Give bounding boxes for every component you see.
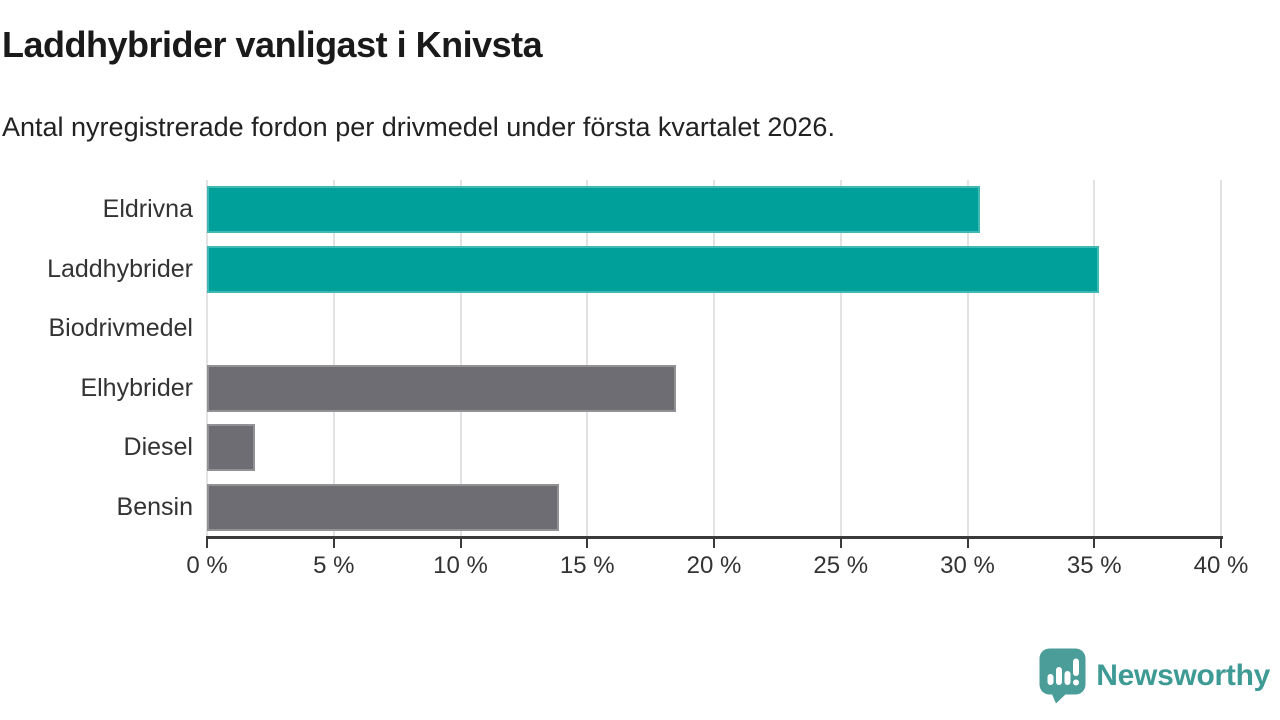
category-label: Bensin	[116, 492, 193, 521]
x-axis-line	[206, 536, 1223, 539]
gridline	[459, 180, 462, 537]
gridline	[206, 180, 208, 537]
category-label: Diesel	[123, 433, 193, 462]
gridline	[1220, 180, 1222, 537]
bar-chart-plot-area: Eldrivna Laddhybrider Biodrivmedel Elhybrid…	[47, 180, 1248, 579]
gridline	[966, 180, 969, 537]
x-axis-tick-label: 35 %	[1066, 552, 1122, 579]
bar-row: Laddhybrider	[47, 240, 1221, 300]
x-axis-tick	[206, 539, 208, 548]
chart-title: Laddhybrider vanligast i Knivsta	[2, 24, 543, 65]
bar-row: Eldrivna	[103, 180, 1221, 240]
bar-row: Bensin	[117, 478, 1221, 538]
category-label: Elhybrider	[80, 373, 193, 402]
x-axis-tick	[966, 539, 969, 548]
category-label: Biodrivmedel	[48, 314, 193, 343]
category-label: Eldrivna	[102, 195, 193, 224]
bar-row: Diesel	[124, 418, 1221, 478]
x-axis-tick	[459, 539, 462, 548]
x-axis-tick-label: 40 %	[1193, 552, 1249, 579]
bar-row: Biodrivmedel	[48, 299, 1221, 359]
x-axis-tick-label: 25 %	[813, 552, 869, 579]
gridline	[332, 180, 335, 537]
bar	[207, 364, 676, 412]
x-axis-tick	[1093, 539, 1096, 548]
x-axis-tick-label: 15 %	[559, 552, 615, 579]
x-axis-tick	[713, 539, 715, 548]
bar-row: Elhybrider	[80, 359, 1221, 419]
x-axis-tick	[1220, 539, 1222, 548]
x-axis-tick	[839, 539, 842, 548]
x-axis-tick	[586, 539, 589, 548]
x-axis-tick-label: 0 %	[186, 552, 228, 579]
x-axis-tick-label: 10 %	[433, 552, 488, 579]
chart-subtitle: Antal nyregistrerade fordon per drivmede…	[2, 112, 835, 142]
bar	[207, 186, 981, 233]
bar	[207, 424, 256, 471]
category-label: Laddhybrider	[47, 254, 193, 283]
newsworthy-brand-text: Newsworthy	[1096, 659, 1270, 692]
x-axis-tick-label: 20 %	[686, 552, 742, 579]
gridline	[839, 180, 842, 537]
newsworthy-logo: Newsworthy	[1039, 648, 1270, 704]
bar	[207, 483, 560, 531]
gridline	[1093, 180, 1096, 537]
bar	[207, 245, 1100, 293]
x-axis-tick-label: 5 %	[313, 552, 355, 579]
newsworthy-icon	[1039, 648, 1086, 704]
x-axis-tick-label: 30 %	[940, 552, 995, 579]
gridline	[713, 180, 715, 537]
gridline	[586, 180, 589, 537]
x-axis-tick	[332, 539, 335, 548]
